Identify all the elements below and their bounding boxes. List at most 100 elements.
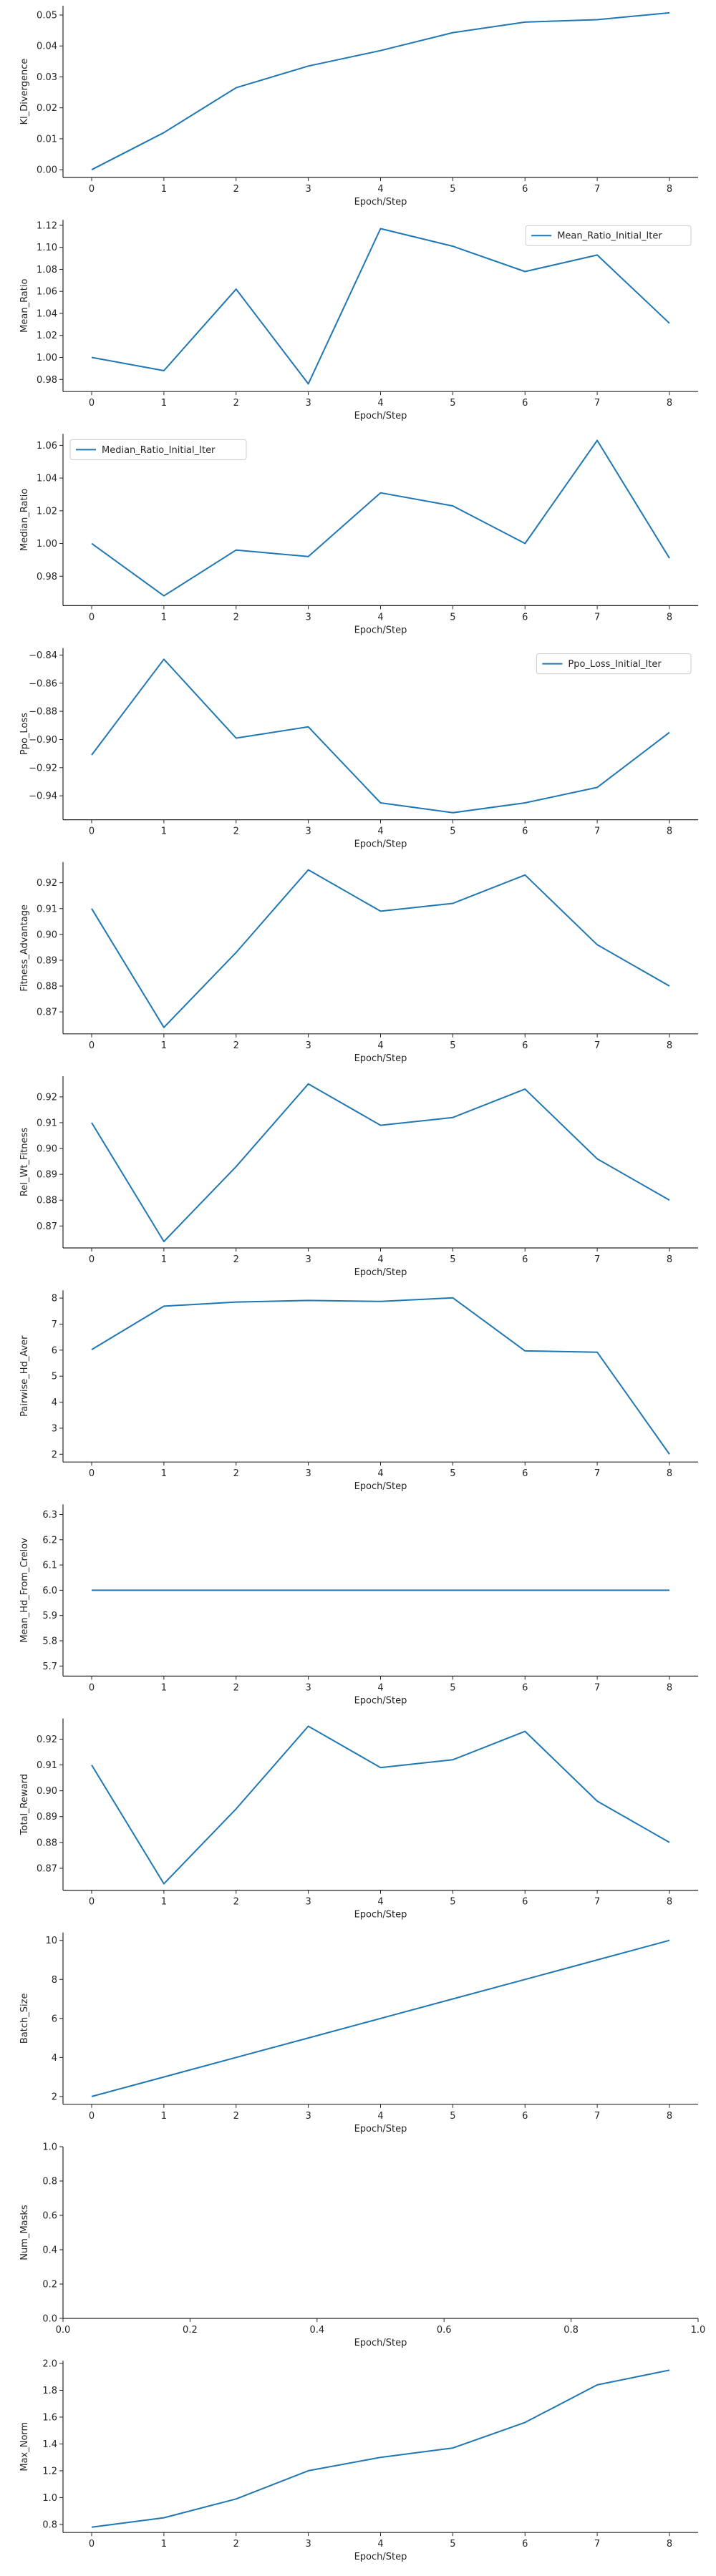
chart-panel-6: 0 1 2 3 4 5 6 7 8 0.87 0.88 0.89 0.90 0.91 0.92 Epoch/S… [19,1076,698,1278]
y-tick-label: 0.04 [37,42,57,52]
chart-panel-5: 0 1 2 3 4 5 6 7 8 0.87 0.88 0.89 0.90 0.91 0.92 Epoch/S… [19,862,698,1064]
x-tick-label: 7 [594,1040,600,1051]
x-tick-label: 0 [89,2111,95,2122]
x-tick-label: 5 [450,612,455,623]
y-tick-label: 8 [52,1975,57,1986]
x-tick-label: 0 [89,184,95,195]
y-tick-label: 0.2 [42,2280,57,2290]
y-tick-label: 10 [45,1936,57,1946]
x-tick-label: 5 [450,2539,455,2550]
x-tick-label: 8 [667,1040,672,1051]
x-tick-label: 6 [522,2539,528,2550]
y-tick-label: 5.8 [42,1636,57,1646]
x-tick-label: 5 [450,1682,455,1693]
y-tick-label: 0.88 [37,1838,57,1848]
x-axis-label: Epoch/Step [354,1481,407,1492]
y-tick-label: 0.05 [37,10,57,21]
y-axis-label: Num_Masks [19,2205,30,2260]
y-tick-label: 0.91 [37,1760,57,1771]
y-tick-label: 1.4 [42,2439,57,2450]
x-tick-label: 8 [667,2539,672,2550]
y-tick-label: 1.8 [42,2386,57,2396]
y-tick-label: 5 [52,1372,57,1382]
y-tick-label: 0.87 [37,1863,57,1874]
x-tick-label: 8 [667,1682,672,1693]
x-tick-label: 3 [305,826,311,837]
y-tick-label: 0.4 [42,2245,57,2256]
x-tick-label: 1 [161,826,167,837]
y-tick-label: 0.92 [37,1735,57,1745]
chart-panel-4: 0 1 2 3 4 5 6 7 8 −0.94 −0.92 −0.90 −0.88 −0.86 −0.84 E… [19,648,698,850]
x-tick-label: 2 [233,2111,239,2122]
y-tick-label: −0.88 [29,707,57,718]
y-tick-label: 2 [52,2092,57,2102]
x-axis-label: Epoch/Step [354,2124,407,2135]
y-tick-label: 1.06 [37,287,57,298]
y-tick-label: 1.04 [37,474,57,484]
x-tick-label: 5 [450,2111,455,2122]
y-axis-label: Pairwise_Hd_Aver [19,1335,30,1417]
y-axis-label: Mean_Ratio [19,279,30,333]
y-tick-label: 1.0 [42,2493,57,2504]
x-tick-label: 8 [667,2111,672,2122]
y-tick-label: 0.88 [37,1196,57,1206]
x-tick-label: 3 [305,1897,311,1908]
x-tick-label: 1 [161,612,167,623]
x-tick-label: 8 [667,1468,672,1479]
x-tick-label: 4 [377,2539,383,2550]
chart-panel-1: 0 1 2 3 4 5 6 7 8 0.00 0.01 0.02 0.03 0.04 0.05 Epoch/S… [19,6,698,208]
x-tick-label: 4 [377,398,383,409]
legend: Mean_Ratio_Initial_Iter [525,225,692,246]
y-tick-label: 1.0 [42,2142,57,2153]
x-tick-label: 1.0 [691,2325,706,2336]
y-tick-label: 0.89 [37,1170,57,1181]
y-tick-label: 6.0 [42,1586,57,1596]
y-tick-label: 0.6 [42,2211,57,2222]
x-tick-label: 3 [305,184,311,195]
x-tick-label: 7 [594,612,600,623]
y-tick-label: 0.03 [37,72,57,83]
x-tick-label: 8 [667,1254,672,1265]
series-line [91,228,670,385]
x-tick-label: 3 [305,1254,311,1265]
x-tick-label: 6 [522,826,528,837]
y-tick-label: 4 [52,2053,57,2064]
y-tick-label: 6 [52,2014,57,2024]
y-tick-label: 0.91 [37,904,57,914]
x-tick-label: 2 [233,1040,239,1051]
chart-panel-10: 0 1 2 3 4 5 6 7 8 2 4 6 8 10 Epoch/Step Batch_Size [19,1932,698,2135]
y-tick-label: 0.92 [37,878,57,889]
x-tick-label: 6 [522,1897,528,1908]
x-tick-label: 2 [233,1682,239,1693]
x-tick-label: 3 [305,2539,311,2550]
x-tick-label: 4 [377,1468,383,1479]
x-tick-label: 8 [667,612,672,623]
x-tick-label: 4 [377,826,383,837]
x-tick-label: 1 [161,1254,167,1265]
x-tick-label: 1 [161,1468,167,1479]
legend: Ppo_Loss_Initial_Iter [536,653,692,675]
series-line [91,869,670,1028]
series-line [91,1725,670,1885]
y-axis-label: Batch_Size [19,1994,30,2044]
x-tick-label: 4 [377,184,383,195]
y-tick-label: 1.12 [37,220,57,231]
x-tick-label: 7 [594,826,600,837]
x-tick-label: 6 [522,398,528,409]
x-tick-label: 0.2 [183,2325,198,2336]
x-tick-label: 0.4 [309,2325,324,2336]
x-tick-label: 0 [89,1897,95,1908]
x-tick-label: 2 [233,826,239,837]
y-tick-label: 0.89 [37,955,57,966]
x-tick-label: 4 [377,1682,383,1693]
x-tick-label: 6 [522,2111,528,2122]
x-axis-label: Epoch/Step [354,197,407,208]
y-tick-label: 0.90 [37,930,57,940]
x-tick-label: 5 [450,184,455,195]
x-tick-label: 0 [89,1040,95,1051]
y-axis-label: Max_Norm [19,2422,30,2472]
y-tick-label: 0.01 [37,134,57,145]
chart-panel-9: 0 1 2 3 4 5 6 7 8 0.87 0.88 0.89 0.90 0.91 0.92 Epoch/S… [19,1718,698,1921]
x-tick-label: 1 [161,1682,167,1693]
